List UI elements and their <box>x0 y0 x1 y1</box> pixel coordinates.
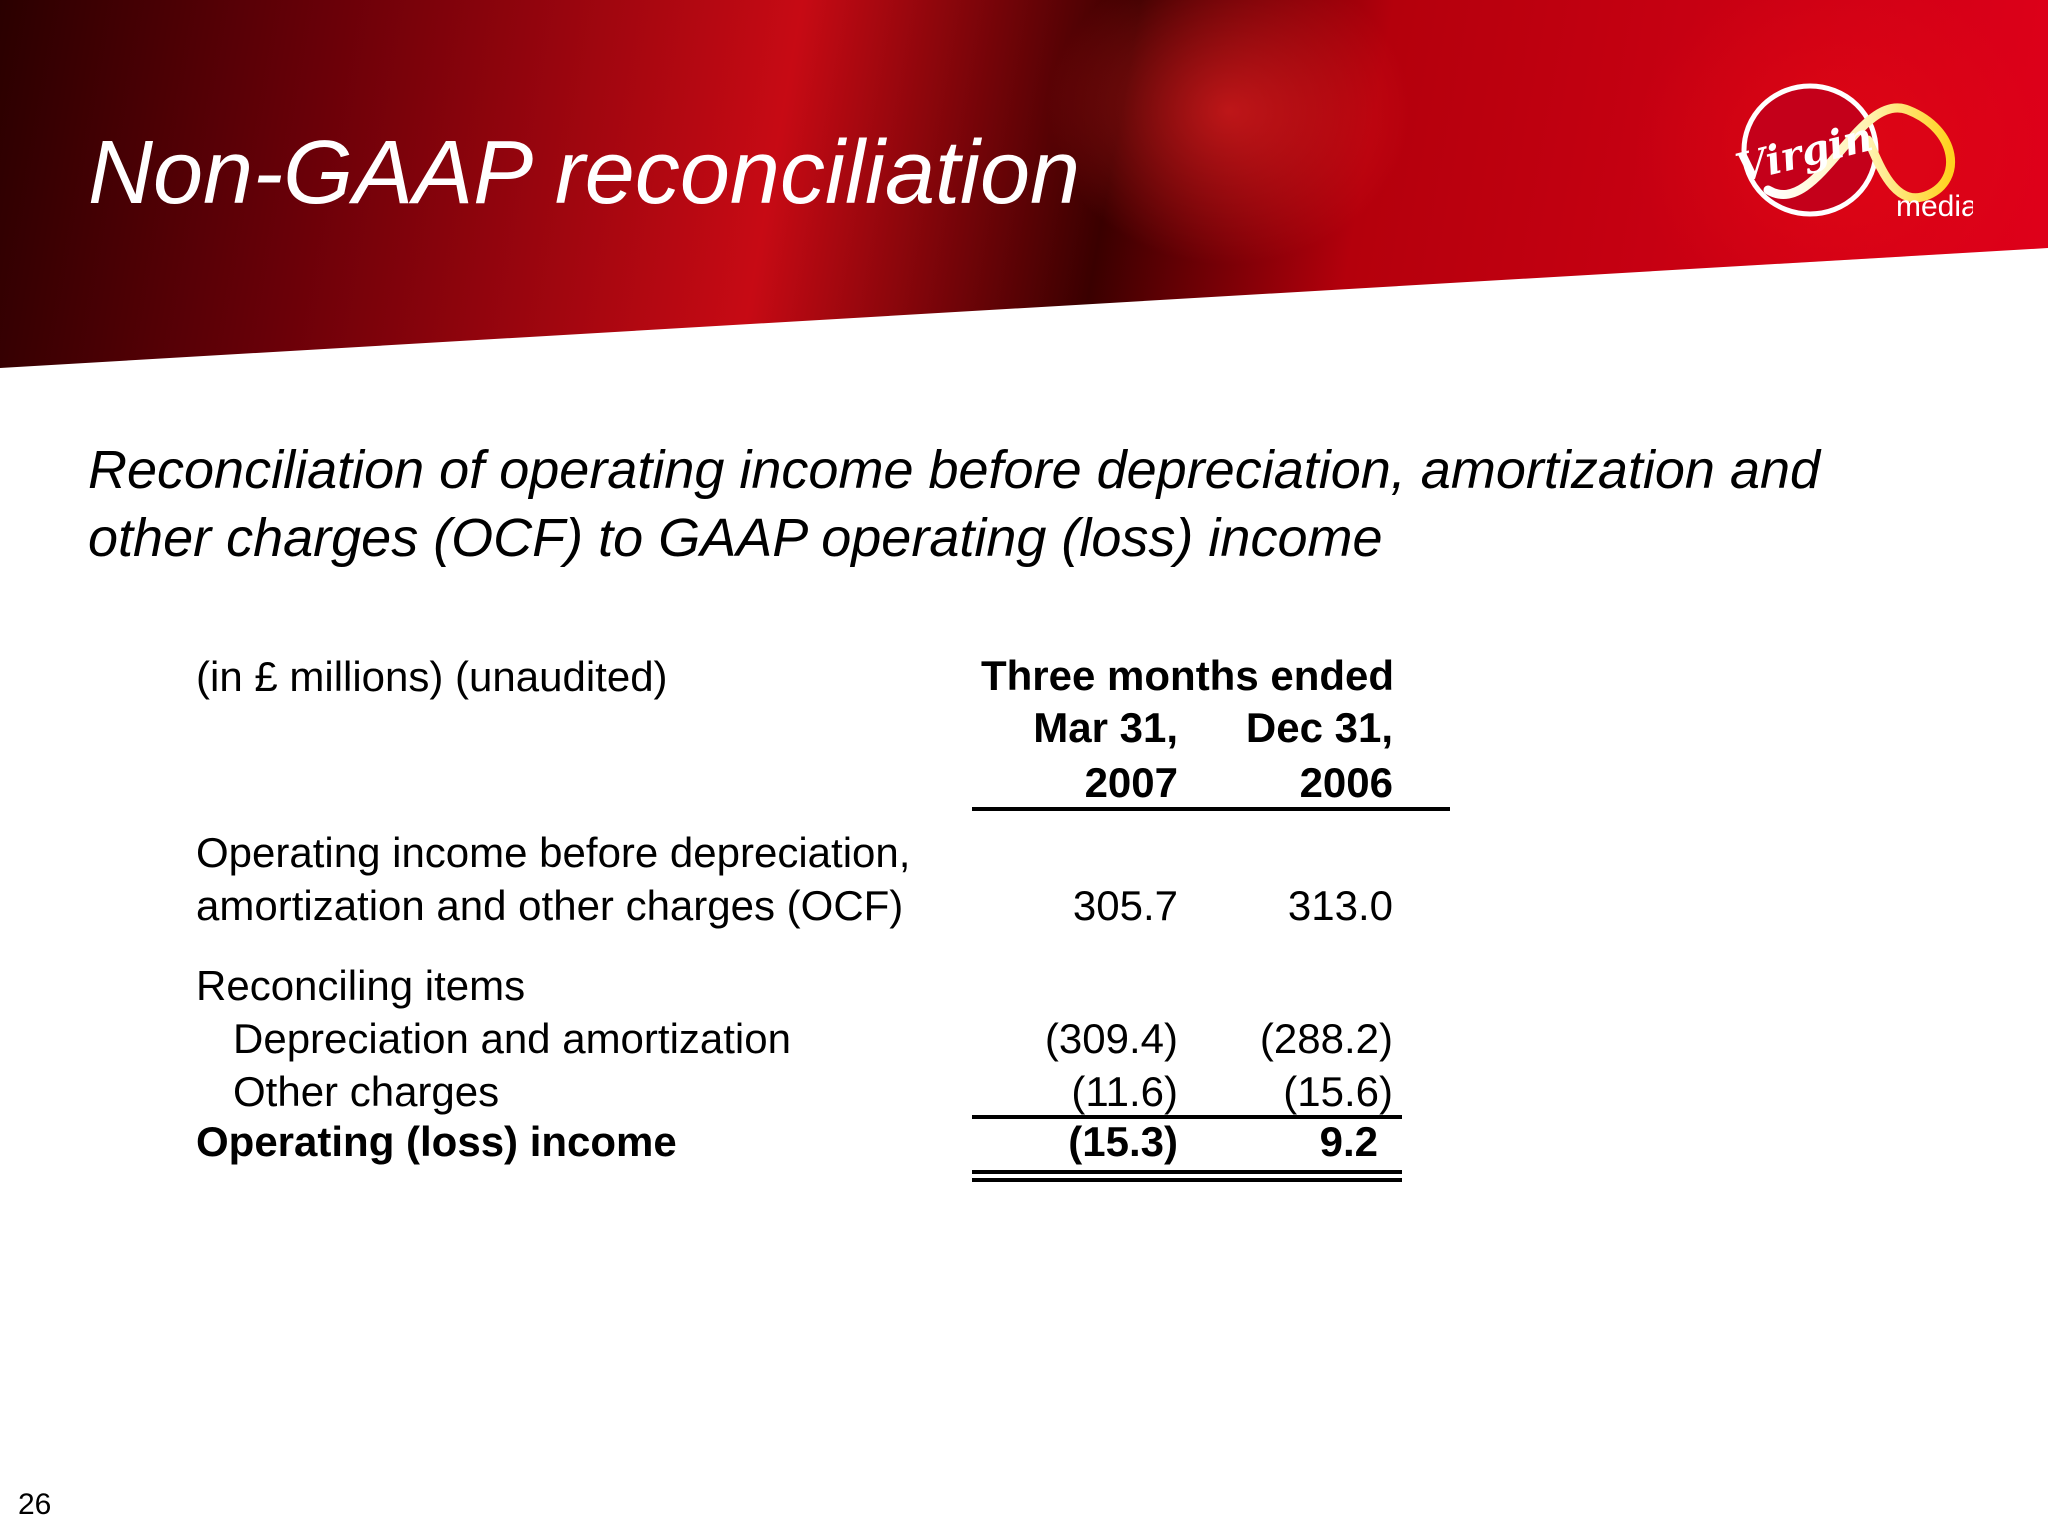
logo-text-media: media <box>1896 190 1973 223</box>
other-charges-label: Other charges <box>233 1068 500 1115</box>
other-charges-value-dec-2006: (15.6) <box>1283 1068 1393 1115</box>
depreciation-value-mar-2007: (309.4) <box>1044 1015 1178 1062</box>
col-header-mar-line2: 2007 <box>1084 759 1178 806</box>
col-header-dec-line2: 2006 <box>1299 759 1393 806</box>
operating-income-value-dec-2006: 9.2 <box>1319 1118 1378 1165</box>
units-label: (in £ millions) (unaudited) <box>196 653 668 700</box>
col-header-mar-line1: Mar 31, <box>1033 704 1178 751</box>
subtitle-line-2: other charges (OCF) to GAAP operating (l… <box>88 508 1383 568</box>
operating-income-label: Operating (loss) income <box>196 1118 677 1165</box>
col-header-dec-line1: Dec 31, <box>1245 704 1393 751</box>
depreciation-value-dec-2006: (288.2) <box>1259 1015 1393 1062</box>
other-charges-value-mar-2007: (11.6) <box>1071 1068 1178 1115</box>
total-double-rule-top <box>972 1170 1402 1174</box>
virgin-media-logo: Virgin media <box>1731 83 1973 223</box>
subtitle-line-1: Reconciliation of operating income befor… <box>88 440 1821 500</box>
depreciation-label: Depreciation and amortization <box>233 1015 791 1062</box>
operating-income-value-mar-2007: (15.3) <box>1068 1118 1178 1165</box>
reconciling-items-label: Reconciling items <box>196 962 526 1009</box>
page-number: 26 <box>18 1488 52 1521</box>
header-rule <box>972 807 1450 811</box>
ocf-value-dec-2006: 313.0 <box>1287 882 1393 929</box>
subtotal-rule <box>972 1115 1402 1119</box>
period-header: Three months ended <box>981 652 1395 699</box>
ocf-label-line2: amortization and other charges (OCF) <box>196 882 904 929</box>
slide-subtitle: Reconciliation of operating income befor… <box>88 436 1968 572</box>
total-double-rule-bottom <box>972 1178 1402 1182</box>
ocf-label-line1: Operating income before depreciation, <box>196 829 911 876</box>
slide-title: Non-GAAP reconciliation <box>88 123 1081 223</box>
ocf-value-mar-2007: 305.7 <box>1072 882 1178 929</box>
